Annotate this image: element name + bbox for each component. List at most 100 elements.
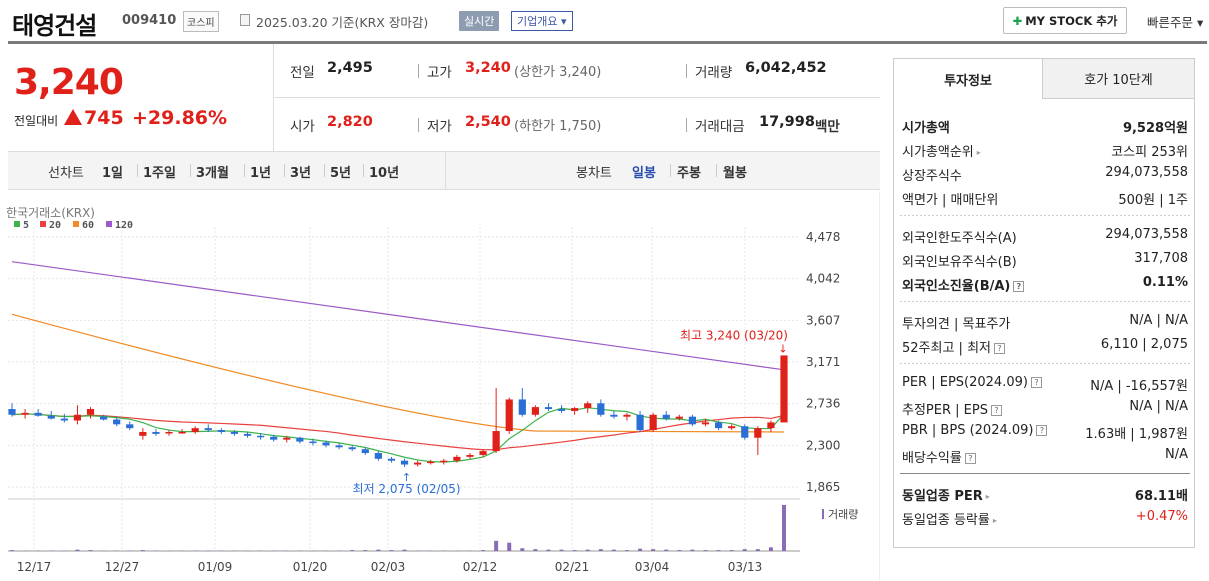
candle-body bbox=[47, 415, 55, 419]
info-value: 코스피 253위 bbox=[1111, 145, 1188, 160]
candle-period-0[interactable]: 일봉 bbox=[632, 166, 656, 181]
period-2[interactable]: 3개월 bbox=[196, 166, 229, 181]
candle-body bbox=[754, 428, 762, 438]
info-row: 외국인보유주식수(B) 317,708 bbox=[902, 251, 1188, 270]
calendar-icon bbox=[240, 14, 250, 26]
info-key: 외국인한도주식수(A) bbox=[902, 231, 1017, 246]
info-value: 9,528억원 bbox=[1122, 121, 1188, 136]
stock-chart: 4,478 4,042 3,607 3,171 2,736 2,300 1,865 한국거래소… bbox=[6, 191, 880, 581]
y-tick-label: 2,736 bbox=[806, 397, 840, 411]
period-6[interactable]: 10년 bbox=[369, 166, 400, 181]
info-key: 투자의견 | 목표주가 bbox=[902, 317, 1011, 332]
period-4[interactable]: 3년 bbox=[290, 166, 312, 181]
candle-body bbox=[335, 445, 343, 448]
info-key[interactable]: 동일업종 PER ▸ bbox=[902, 489, 990, 504]
y-tick-label: 4,042 bbox=[806, 272, 840, 286]
divider bbox=[418, 64, 419, 78]
y-tick-label: 3,607 bbox=[806, 313, 840, 327]
volume-legend-swatch bbox=[822, 509, 824, 519]
tab-order-book[interactable]: 호가 10단계 bbox=[1043, 59, 1194, 99]
volume-bar bbox=[782, 505, 786, 551]
chevron-right-icon[interactable]: ▸ bbox=[985, 492, 990, 501]
info-key[interactable]: 추정PER | EPS? bbox=[902, 399, 1002, 418]
info-value: 1.63배 | 1,987원 bbox=[1085, 427, 1188, 442]
candle-body bbox=[243, 433, 252, 436]
info-key: 외국인보유주식수(B) bbox=[902, 255, 1017, 270]
quick-order-button[interactable]: 빠른주문 ▾ bbox=[1147, 15, 1204, 30]
live-button[interactable]: 실시간 bbox=[459, 11, 500, 31]
candle-body bbox=[675, 416, 683, 419]
help-icon[interactable]: ? bbox=[1013, 281, 1025, 292]
volume-bar bbox=[533, 549, 538, 551]
info-row: 외국인한도주식수(A) 294,073,558 bbox=[902, 227, 1188, 246]
candle-body bbox=[597, 403, 605, 415]
period-5[interactable]: 5년 bbox=[330, 166, 352, 181]
volume-bar bbox=[611, 549, 616, 551]
corp-overview-button[interactable]: 기업개요 ▾ bbox=[511, 11, 573, 31]
chevron-right-icon[interactable]: ▸ bbox=[976, 148, 981, 157]
upper-limit: (상한가 3,240) bbox=[514, 65, 602, 80]
info-value: 68.11배 bbox=[1134, 489, 1188, 504]
divider bbox=[445, 152, 446, 189]
info-key[interactable]: 외국인소진율(B/A)? bbox=[902, 275, 1025, 294]
info-key[interactable]: 52주최고 | 최저? bbox=[902, 337, 1005, 356]
section-divider bbox=[900, 215, 1190, 216]
candle-body bbox=[414, 462, 422, 465]
high-label: 고가 bbox=[427, 65, 452, 81]
volume-bar bbox=[507, 542, 512, 551]
info-key[interactable]: PBR | BPS (2024.09)? bbox=[902, 423, 1048, 438]
period-3[interactable]: 1년 bbox=[250, 166, 272, 181]
tab-investment-info[interactable]: 투자정보 bbox=[894, 59, 1043, 99]
candle-period-2[interactable]: 월봉 bbox=[723, 166, 747, 181]
candle-body bbox=[492, 431, 500, 452]
legend-swatch bbox=[106, 221, 112, 227]
info-key[interactable]: 시가총액순위 ▸ bbox=[902, 145, 981, 160]
candle-body bbox=[21, 412, 29, 415]
info-value: 0.11% bbox=[1142, 275, 1188, 290]
candle-body bbox=[636, 414, 644, 431]
help-icon[interactable]: ? bbox=[990, 405, 1002, 416]
help-icon[interactable]: ? bbox=[1036, 425, 1048, 436]
candle-body bbox=[780, 355, 788, 423]
info-row: 추정PER | EPS? N/A | N/A bbox=[902, 399, 1188, 418]
section-divider bbox=[900, 301, 1190, 302]
volume-bar bbox=[546, 549, 551, 551]
candle-body bbox=[387, 458, 396, 461]
stock-code: 009410 bbox=[122, 13, 177, 28]
open-label: 시가 bbox=[290, 119, 315, 135]
candle-body bbox=[505, 399, 513, 432]
volume-bar bbox=[350, 550, 355, 551]
chevron-right-icon[interactable]: ▸ bbox=[992, 516, 997, 525]
help-icon[interactable]: ? bbox=[964, 453, 976, 464]
divider bbox=[190, 164, 191, 177]
info-row: 동일업종 PER ▸ 68.11배 bbox=[902, 485, 1188, 504]
candle-body bbox=[544, 407, 553, 410]
help-icon[interactable]: ? bbox=[994, 343, 1005, 354]
volume-bar bbox=[75, 549, 80, 551]
price-change-pct: +29.86% bbox=[132, 107, 228, 129]
help-icon[interactable]: ? bbox=[1030, 377, 1042, 388]
volume-label: 거래량 bbox=[695, 65, 733, 81]
volume-bar bbox=[389, 550, 394, 551]
info-key[interactable]: 동일업종 등락률 ▸ bbox=[902, 513, 997, 528]
candle-body bbox=[557, 409, 566, 411]
candle-period-1[interactable]: 주봉 bbox=[677, 166, 701, 181]
date-text: 2025.03.20 기준(KRX 장마감) bbox=[256, 15, 429, 30]
info-key: 액면가 | 매매단위 bbox=[902, 193, 999, 208]
info-row: 상장주식수 294,073,558 bbox=[902, 165, 1188, 184]
volume-value: 6,042,452 bbox=[745, 60, 827, 76]
candle-body bbox=[113, 419, 121, 425]
divider bbox=[324, 164, 325, 177]
info-key[interactable]: 배당수익률? bbox=[902, 447, 976, 466]
candle-body bbox=[139, 431, 147, 436]
info-key[interactable]: PER | EPS(2024.09)? bbox=[902, 375, 1042, 390]
my-stock-add-button[interactable]: ✚ MY STOCK 추가 bbox=[1003, 7, 1127, 34]
divider bbox=[418, 118, 419, 132]
period-0[interactable]: 1일 bbox=[102, 166, 124, 181]
x-tick-label: 02/21 bbox=[555, 560, 590, 574]
divider bbox=[686, 118, 687, 132]
candle-body bbox=[270, 436, 278, 440]
period-1[interactable]: 1주일 bbox=[143, 166, 176, 181]
volume-label: 거래량 bbox=[828, 508, 858, 521]
y-tick-label: 4,478 bbox=[806, 230, 840, 244]
